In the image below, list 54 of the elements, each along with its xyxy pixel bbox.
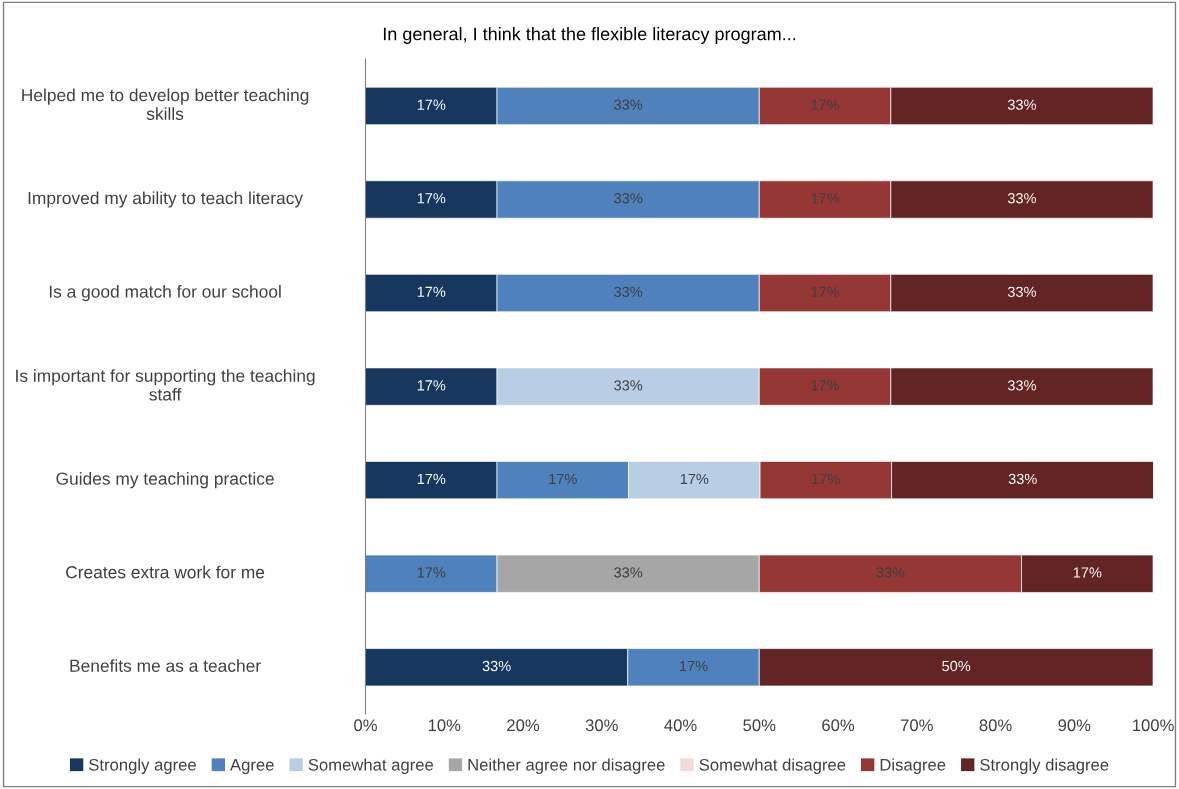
x-tick-label: 80% xyxy=(979,719,1012,732)
data-label: 33% xyxy=(1007,193,1037,204)
legend-label: Disagree xyxy=(880,758,946,774)
y-tick-label: Improved my ability to teach literacy xyxy=(28,191,304,208)
chart-title: In general, I think that the flexible literacy program... xyxy=(383,27,796,44)
data-label: 17% xyxy=(811,286,840,297)
x-tick-label: 10% xyxy=(428,719,461,732)
x-tick-label: 90% xyxy=(1058,719,1091,732)
x-tick-label: 50% xyxy=(743,719,776,732)
x-tick-label: 40% xyxy=(664,719,697,732)
x-tick-label: 100% xyxy=(1133,719,1174,732)
legend-label: Strongly disagree xyxy=(980,758,1109,774)
data-label: 17% xyxy=(549,473,577,485)
data-label: 17% xyxy=(417,99,446,110)
x-tick-label: 60% xyxy=(822,719,855,732)
data-label: 17% xyxy=(680,660,708,672)
x-tick-label: 0% xyxy=(354,719,377,732)
data-label: 33% xyxy=(614,380,643,391)
data-label: 33% xyxy=(614,567,643,578)
data-label: 33% xyxy=(614,286,643,297)
data-label: 17% xyxy=(417,380,446,391)
y-tick-label: Creates extra work for me xyxy=(66,565,265,579)
legend-label: Somewhat agree xyxy=(308,758,434,774)
data-label: 33% xyxy=(1007,99,1037,110)
data-label: 17% xyxy=(417,567,446,578)
data-label: 17% xyxy=(811,380,840,391)
data-label: 33% xyxy=(614,99,643,110)
data-label: 33% xyxy=(1007,380,1037,391)
data-label: 33% xyxy=(876,567,905,578)
y-tick-label: Benefits me as a teacher xyxy=(70,659,261,672)
legend-label: Strongly agree xyxy=(89,758,196,774)
x-tick-label: 30% xyxy=(585,719,618,732)
x-tick-label: 20% xyxy=(507,719,540,732)
data-label: 17% xyxy=(1073,567,1102,578)
x-tick-label: 70% xyxy=(900,719,933,732)
data-label: 17% xyxy=(811,99,840,110)
y-tick-label: Is a good match for our school xyxy=(49,284,281,302)
y-tick-label: Guides my teaching practice xyxy=(56,472,274,489)
legend-label: Somewhat disagree xyxy=(699,758,846,774)
data-label: 17% xyxy=(811,193,840,204)
data-label: 17% xyxy=(680,473,709,485)
data-label: 17% xyxy=(417,473,446,485)
data-label: 33% xyxy=(1008,473,1037,485)
y-tick-label: Helped me to develop better teaching skills xyxy=(22,88,309,120)
legend-label: Neither agree nor disagree xyxy=(468,758,665,774)
data-label: 50% xyxy=(942,660,971,672)
legend-label: Agree xyxy=(230,759,274,774)
y-tick-label: Is important for supporting the teaching staff xyxy=(16,369,315,401)
data-label: 17% xyxy=(417,286,446,297)
data-label: 33% xyxy=(614,193,643,204)
data-label: 17% xyxy=(812,473,840,485)
data-label: 33% xyxy=(482,660,511,672)
data-label: 33% xyxy=(1007,286,1037,297)
data-label: 17% xyxy=(417,193,446,204)
